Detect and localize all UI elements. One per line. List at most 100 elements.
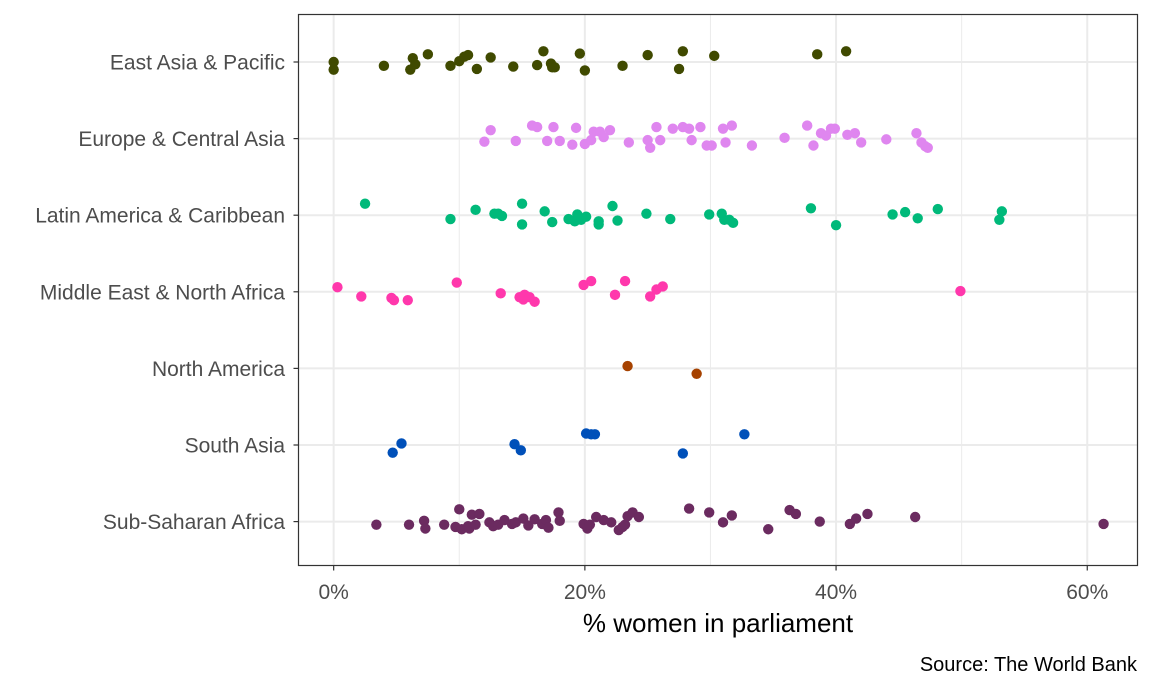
data-point: [801, 120, 813, 131]
data-point: [474, 508, 485, 520]
data-point: [612, 215, 623, 226]
data-point: [554, 135, 565, 147]
data-point: [567, 139, 578, 150]
data-point: [356, 291, 367, 302]
data-point: [479, 136, 490, 147]
data-point: [909, 511, 921, 523]
data-point: [622, 360, 633, 372]
data-point: [657, 281, 668, 292]
data-point: [887, 209, 898, 220]
data-point: [881, 134, 892, 145]
data-point: [574, 48, 586, 59]
data-points: [328, 46, 1109, 536]
data-point: [485, 124, 496, 136]
data-point: [541, 135, 553, 147]
data-point: [683, 503, 695, 514]
data-point: [445, 60, 456, 72]
data-point: [683, 123, 695, 134]
data-point: [543, 522, 554, 533]
data-point: [812, 49, 823, 60]
data-point: [470, 519, 481, 530]
data-point: [403, 519, 415, 530]
x-tick-label: 40%: [815, 581, 857, 604]
data-point: [996, 206, 1008, 217]
x-tick-label: 0%: [318, 581, 348, 604]
data-point: [515, 445, 527, 456]
data-point: [677, 448, 689, 459]
data-point: [589, 429, 601, 440]
data-point: [691, 368, 702, 379]
data-point: [644, 142, 656, 153]
data-point: [495, 288, 506, 299]
x-axis: 0% 20% 40% 60%: [318, 565, 1108, 604]
data-point: [726, 510, 738, 521]
y-tick-label: Latin America & Caribbean: [35, 205, 285, 228]
data-point: [623, 137, 635, 148]
data-point: [644, 291, 656, 302]
data-point: [727, 217, 739, 229]
data-point: [554, 515, 565, 527]
panel-border: [297, 13, 1139, 567]
source-caption: Source: The World Bank: [920, 654, 1138, 676]
data-point: [387, 447, 398, 458]
data-point: [850, 513, 862, 524]
data-point: [529, 514, 540, 525]
data-point: [531, 121, 543, 133]
data-point: [763, 524, 774, 535]
y-tick-label: Sub-Saharan Africa: [103, 511, 285, 534]
data-point: [720, 137, 731, 148]
y-tick-label: Middle East & North Africa: [40, 281, 285, 304]
data-point: [779, 132, 790, 144]
data-point: [1098, 518, 1109, 530]
data-point: [485, 52, 496, 63]
data-point: [454, 504, 465, 515]
data-point: [619, 519, 631, 530]
data-point: [606, 517, 617, 528]
data-point: [709, 50, 720, 62]
data-point: [396, 438, 407, 449]
data-point: [422, 49, 434, 60]
data-point: [547, 216, 558, 228]
data-point: [814, 516, 825, 527]
data-point: [418, 515, 430, 527]
data-point: [508, 61, 519, 72]
data-point: [704, 209, 715, 220]
data-point: [388, 295, 400, 306]
data-point: [604, 124, 616, 136]
data-point: [538, 46, 549, 57]
data-point: [529, 296, 540, 307]
data-point: [717, 517, 729, 528]
data-point: [462, 49, 474, 61]
x-axis-title: % women in parliament: [583, 608, 854, 638]
data-point: [955, 285, 966, 297]
data-point: [665, 213, 676, 225]
data-point: [855, 137, 867, 148]
data-point: [451, 277, 462, 288]
data-point: [470, 204, 481, 216]
data-point: [531, 59, 543, 71]
data-point: [607, 200, 618, 212]
data-point: [580, 211, 592, 222]
data-point: [516, 219, 528, 230]
data-point: [438, 519, 450, 530]
x-tick-label: 20%: [564, 581, 606, 604]
data-point: [790, 508, 802, 520]
data-point: [328, 56, 339, 68]
data-point: [922, 142, 933, 153]
data-point: [402, 295, 413, 306]
data-point: [598, 131, 609, 143]
data-point: [641, 208, 652, 219]
data-point: [553, 507, 564, 518]
data-point: [371, 519, 382, 530]
y-tick-label: North America: [152, 358, 285, 381]
data-point: [617, 60, 628, 72]
data-point: [932, 203, 943, 215]
data-point: [539, 206, 550, 217]
x-tick-label: 60%: [1066, 581, 1108, 604]
data-point: [840, 46, 852, 57]
data-point: [593, 219, 604, 230]
data-point: [420, 523, 431, 534]
data-point: [706, 140, 717, 151]
data-point: [686, 134, 697, 146]
